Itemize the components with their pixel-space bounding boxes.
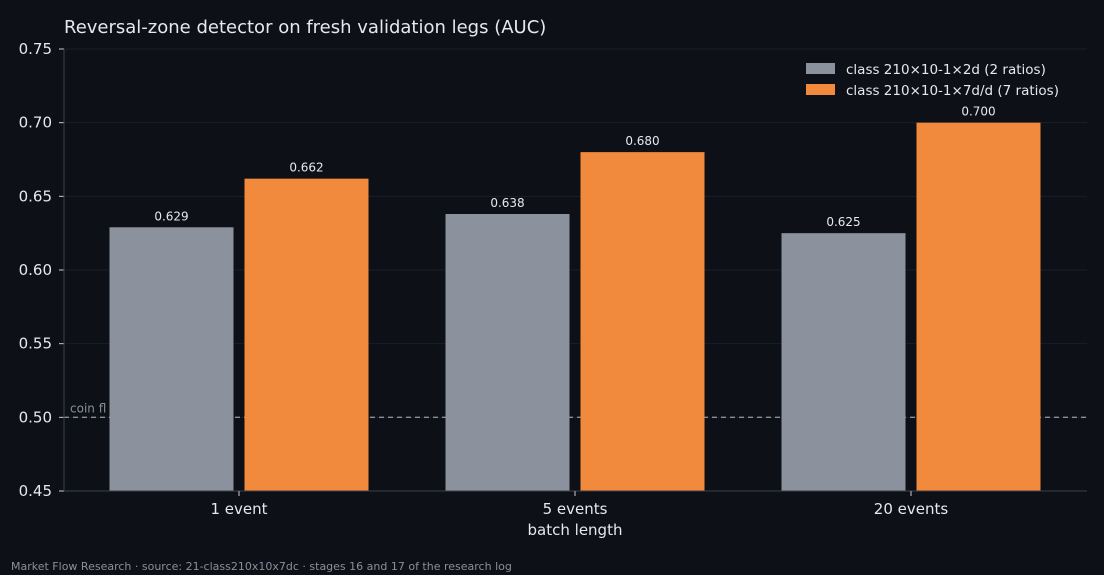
data-label: 0.680 <box>625 134 659 148</box>
data-label: 0.629 <box>154 209 188 223</box>
legend: class 210×10-1×2d (2 ratios) class 210×10… <box>806 62 1059 99</box>
legend-label: class 210×10-1×7d/d (7 ratios) <box>846 83 1059 99</box>
bar-extended-2 <box>916 122 1041 492</box>
reference-line-label: coin fl <box>70 401 106 415</box>
grid-lines <box>64 48 1087 492</box>
x-tick-label: 5 events <box>543 500 608 518</box>
y-tick-label: 0.60 <box>19 261 52 279</box>
y-tick-label: 0.55 <box>19 335 52 353</box>
bar-baseline-0 <box>109 227 234 492</box>
x-axis-label: batch length <box>528 521 623 539</box>
data-labels-group: 0.629 0.662 0.638 0.680 0.625 0.700 <box>154 105 995 230</box>
axes-group: 0.45 0.50 0.55 0.60 0.65 0.70 0.75 1 event 5 eve… <box>19 40 1087 518</box>
y-tick-label: 0.70 <box>19 114 52 132</box>
bar-baseline-2 <box>781 233 906 491</box>
legend-swatch <box>806 63 835 74</box>
data-label: 0.625 <box>826 215 860 229</box>
legend-label: class 210×10-1×2d (2 ratios) <box>846 62 1046 78</box>
y-tick-label: 0.45 <box>19 482 52 500</box>
legend-swatch <box>806 84 835 95</box>
data-label: 0.638 <box>490 196 524 210</box>
bar-extended-0 <box>244 178 369 492</box>
bar-baseline-1 <box>445 214 570 491</box>
chart-title: Reversal-zone detector on fresh validati… <box>64 17 546 38</box>
data-label: 0.662 <box>289 161 323 175</box>
footer-source: Market Flow Research · source: 21-class2… <box>11 560 512 573</box>
bar-extended-1 <box>580 152 705 491</box>
data-label: 0.700 <box>961 105 995 119</box>
x-tick-label: 1 event <box>210 500 267 518</box>
y-tick-label: 0.65 <box>19 187 52 205</box>
y-tick-label: 0.75 <box>19 40 52 58</box>
x-tick-label: 20 events <box>874 500 949 518</box>
bars-group <box>109 122 1041 492</box>
reference-line-group: coin fl <box>64 401 1087 419</box>
y-tick-label: 0.50 <box>19 408 52 426</box>
